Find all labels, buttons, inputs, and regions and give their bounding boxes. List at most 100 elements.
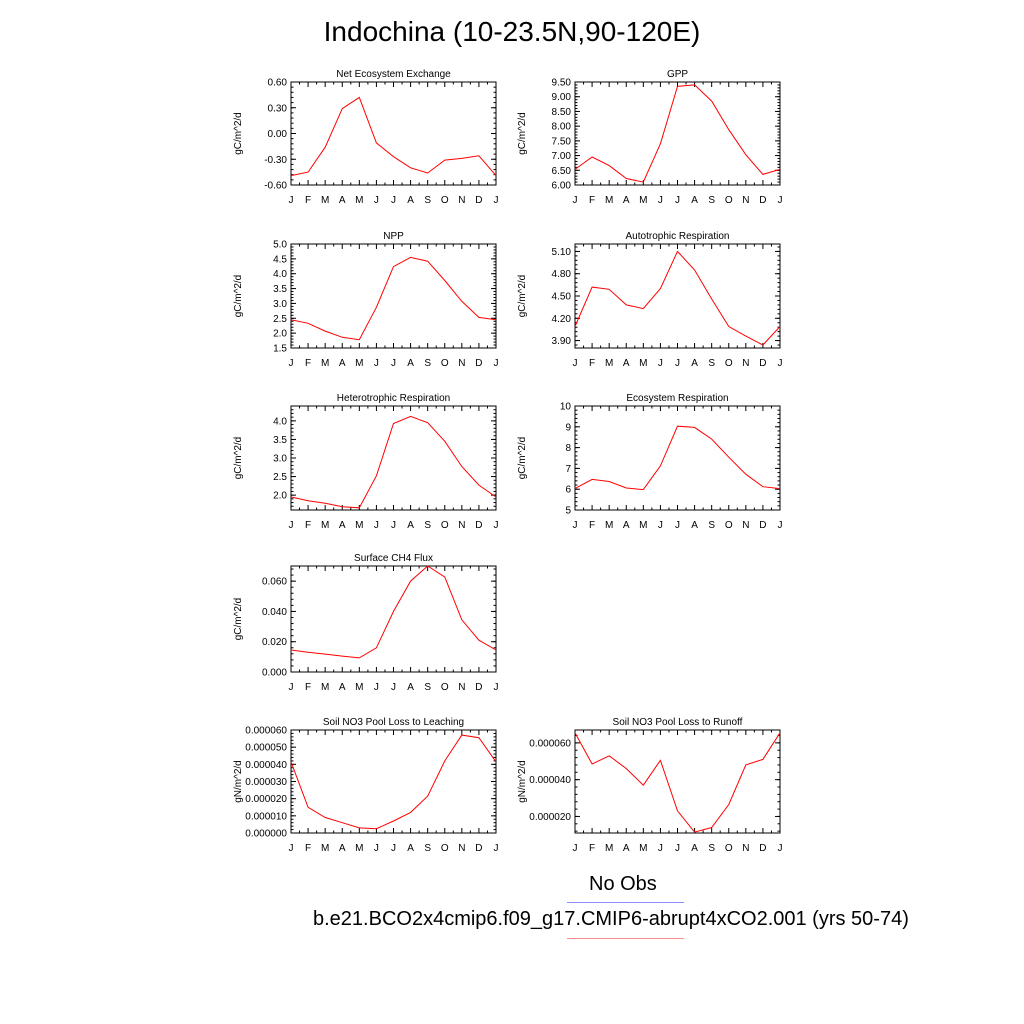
x-tick-label: M [605,195,613,206]
x-tick-label: D [759,195,766,206]
chart-title: Surface CH4 Flux [354,553,433,564]
x-tick-label: M [321,843,329,854]
x-tick-label: A [339,358,346,369]
y-tick-label: 9 [565,422,571,433]
y-tick-label: 2.0 [273,329,287,340]
y-axis-label: gC/m^2/d [517,437,528,480]
x-tick-label: M [321,682,329,693]
x-tick-label: M [639,195,647,206]
x-tick-label: M [355,520,363,531]
x-tick-label: D [759,520,766,531]
x-tick-label: J [778,195,783,206]
y-tick-label: 5 [565,506,571,517]
chart-title: Soil NO3 Pool Loss to Leaching [323,717,464,728]
plot-frame [574,729,781,834]
series-line [290,415,497,509]
y-tick-label: 3.90 [552,336,572,347]
x-tick-label: N [458,195,465,206]
x-tick-label: J [289,195,294,206]
x-tick-label: O [441,843,449,854]
x-tick-label: J [675,520,680,531]
plot-frame [574,243,781,349]
y-axis-label: gC/m^2/d [517,275,528,318]
x-tick-label: O [725,843,733,854]
x-tick-label: J [494,843,499,854]
y-tick-label: 3.5 [273,284,287,295]
y-tick-label: 0.000030 [245,777,287,788]
chart-title: Ecosystem Respiration [626,393,728,404]
x-tick-label: A [623,520,630,531]
x-tick-label: S [424,682,431,693]
plot-frame [290,565,497,673]
y-tick-label: 9.50 [552,78,572,89]
x-tick-label: S [424,843,431,854]
x-tick-label: J [391,195,396,206]
x-tick-label: D [759,843,766,854]
x-tick-label: J [675,358,680,369]
y-tick-label: 4.0 [273,416,287,427]
x-tick-label: N [742,195,749,206]
plot-frame [574,405,781,511]
x-tick-label: D [475,520,482,531]
legend-model-line [567,938,684,939]
y-axis-label: gC/m^2/d [233,437,244,480]
x-tick-label: J [391,520,396,531]
y-axis-label: gC/m^2/d [517,112,528,155]
x-tick-label: F [305,843,311,854]
x-tick-label: F [305,195,311,206]
x-tick-label: M [639,358,647,369]
x-tick-label: A [407,682,414,693]
y-tick-label: 4.5 [273,254,287,265]
y-tick-label: 3.5 [273,435,287,446]
x-tick-label: A [407,520,414,531]
y-tick-label: 4.0 [273,269,287,280]
x-tick-label: O [725,195,733,206]
y-tick-label: 0.00 [268,129,288,140]
x-tick-label: S [424,358,431,369]
x-tick-label: A [691,520,698,531]
x-tick-label: D [475,682,482,693]
x-tick-label: J [658,520,663,531]
y-tick-label: 6.00 [552,181,572,192]
y-tick-label: 0.000060 [245,726,287,737]
x-tick-label: N [458,682,465,693]
y-tick-label: 7 [565,464,571,475]
x-tick-label: S [708,843,715,854]
chart-title: NPP [383,231,404,242]
y-tick-label: 0.000 [262,668,287,679]
x-tick-label: J [658,843,663,854]
x-tick-label: M [321,520,329,531]
chart-title: Soil NO3 Pool Loss to Runoff [613,717,743,728]
x-tick-label: S [708,520,715,531]
x-tick-label: D [759,358,766,369]
x-tick-label: J [289,843,294,854]
y-axis-label: gC/m^2/d [233,275,244,318]
x-tick-label: O [441,682,449,693]
x-tick-label: D [475,195,482,206]
x-tick-label: J [573,843,578,854]
x-tick-label: J [494,358,499,369]
x-tick-label: F [589,843,595,854]
y-tick-label: 3.0 [273,299,287,310]
x-tick-label: M [355,682,363,693]
y-axis-label: gN/m^2/d [233,760,244,803]
x-tick-label: M [355,358,363,369]
x-tick-label: O [725,520,733,531]
x-tick-label: A [623,358,630,369]
x-tick-label: A [407,195,414,206]
x-tick-label: O [441,195,449,206]
x-tick-label: A [691,843,698,854]
y-tick-label: 4.80 [552,269,572,280]
x-tick-label: N [742,520,749,531]
x-tick-label: J [573,520,578,531]
x-tick-label: F [305,520,311,531]
y-tick-label: 8.00 [552,122,572,133]
x-tick-label: A [339,682,346,693]
x-tick-label: M [355,195,363,206]
y-tick-label: 0.060 [262,577,287,588]
series-line [574,84,781,183]
